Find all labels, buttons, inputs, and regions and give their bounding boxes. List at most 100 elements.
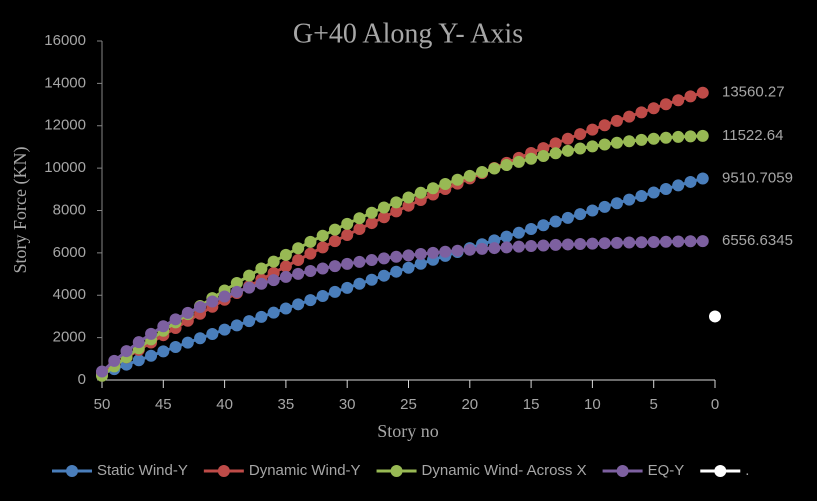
point bbox=[709, 310, 721, 323]
series-line bbox=[101, 91, 704, 374]
point bbox=[218, 323, 231, 336]
point bbox=[255, 262, 268, 275]
point bbox=[598, 119, 611, 132]
legend-label: EQ-Y bbox=[648, 462, 685, 479]
point bbox=[414, 248, 427, 261]
point bbox=[181, 306, 194, 319]
point bbox=[230, 285, 243, 298]
point bbox=[255, 310, 268, 323]
y-tick-label: 0 bbox=[78, 371, 86, 388]
legend-marker bbox=[66, 465, 78, 477]
point bbox=[672, 235, 685, 248]
legend-label: . bbox=[745, 462, 749, 479]
y-tick-label: 12000 bbox=[44, 117, 86, 134]
x-tick-label: 50 bbox=[94, 396, 111, 413]
point bbox=[586, 237, 599, 250]
point bbox=[304, 235, 317, 248]
data-label: 6556.6345 bbox=[722, 232, 793, 249]
point bbox=[279, 248, 292, 261]
point bbox=[439, 177, 452, 190]
point bbox=[659, 131, 672, 144]
point bbox=[365, 206, 378, 219]
point bbox=[377, 211, 390, 224]
point bbox=[157, 320, 170, 333]
point bbox=[341, 281, 354, 294]
x-tick-label: 45 bbox=[155, 396, 172, 413]
point bbox=[635, 236, 648, 249]
point bbox=[194, 300, 207, 313]
x-tick-label: 30 bbox=[339, 396, 356, 413]
x-tick-label: 35 bbox=[278, 396, 295, 413]
point bbox=[659, 98, 672, 111]
point bbox=[304, 294, 317, 307]
point bbox=[561, 144, 574, 157]
point bbox=[206, 327, 219, 340]
point bbox=[610, 236, 623, 249]
point bbox=[549, 215, 562, 228]
point bbox=[316, 241, 329, 254]
point bbox=[623, 135, 636, 148]
point bbox=[243, 269, 256, 282]
point bbox=[549, 147, 562, 160]
point bbox=[292, 253, 305, 266]
point bbox=[488, 162, 501, 175]
point bbox=[500, 230, 513, 243]
point bbox=[672, 130, 685, 143]
point bbox=[267, 274, 280, 287]
point bbox=[463, 243, 476, 256]
point bbox=[561, 238, 574, 251]
legend-item: Dynamic Wind- Across X bbox=[376, 462, 587, 479]
chart-title: G+40 Along Y- Axis bbox=[293, 18, 523, 49]
point bbox=[316, 229, 329, 242]
point bbox=[365, 273, 378, 286]
point bbox=[512, 240, 525, 253]
point bbox=[353, 212, 366, 225]
point bbox=[365, 254, 378, 267]
point bbox=[279, 302, 292, 315]
point bbox=[684, 235, 697, 248]
point bbox=[328, 235, 341, 248]
point bbox=[328, 285, 341, 298]
point bbox=[647, 235, 660, 248]
point bbox=[598, 138, 611, 151]
x-tick-label: 10 bbox=[584, 396, 601, 413]
point bbox=[377, 201, 390, 214]
point bbox=[537, 239, 550, 252]
legend-item: Static Wind-Y bbox=[52, 462, 188, 479]
point bbox=[586, 123, 599, 136]
x-tick-label: 0 bbox=[711, 396, 719, 413]
point bbox=[402, 249, 415, 262]
point bbox=[230, 276, 243, 289]
point bbox=[561, 132, 574, 145]
point bbox=[684, 175, 697, 188]
series-line bbox=[101, 239, 703, 373]
point bbox=[574, 128, 587, 141]
point bbox=[512, 226, 525, 239]
point bbox=[390, 265, 403, 278]
point bbox=[304, 247, 317, 260]
point bbox=[525, 152, 538, 165]
point bbox=[341, 217, 354, 230]
y-tick-label: 4000 bbox=[53, 286, 86, 303]
x-tick-label: 15 bbox=[523, 396, 540, 413]
point bbox=[610, 136, 623, 149]
point bbox=[451, 173, 464, 186]
y-axis-title: Story Force (KN) bbox=[10, 147, 31, 274]
point bbox=[512, 155, 525, 168]
point bbox=[659, 235, 672, 248]
point bbox=[402, 261, 415, 274]
point bbox=[463, 169, 476, 182]
point bbox=[574, 208, 587, 221]
point bbox=[684, 130, 697, 143]
point bbox=[537, 219, 550, 232]
legend-label: Dynamic Wind- Across X bbox=[422, 462, 587, 479]
y-tick-label: 16000 bbox=[44, 32, 86, 49]
point bbox=[549, 238, 562, 251]
point bbox=[132, 354, 145, 367]
point bbox=[598, 237, 611, 250]
point bbox=[672, 94, 685, 107]
point bbox=[500, 159, 513, 172]
point bbox=[451, 244, 464, 257]
point bbox=[659, 182, 672, 195]
